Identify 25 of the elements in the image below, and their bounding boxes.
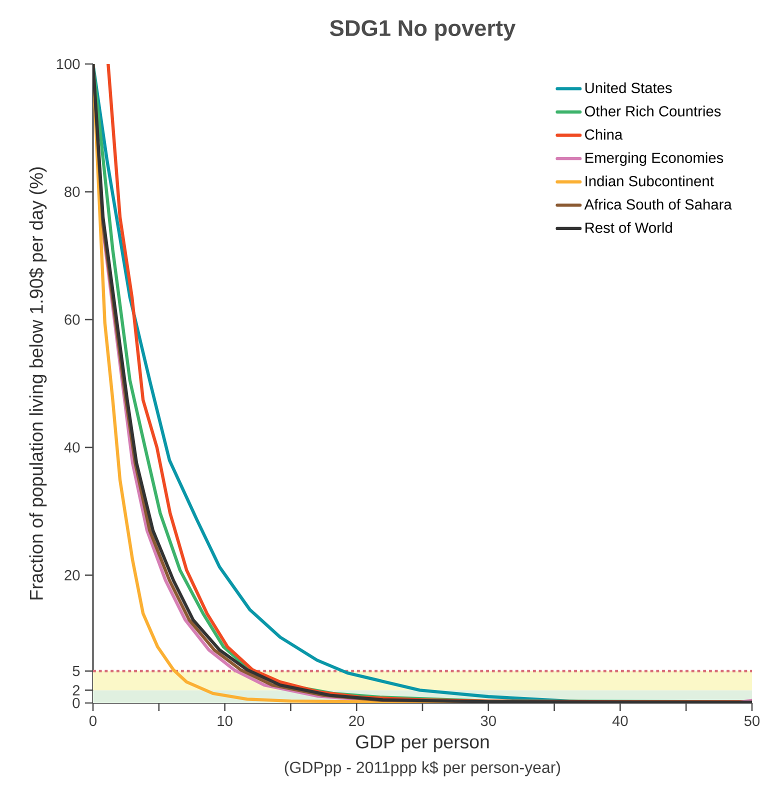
- y-tick-label: 100: [56, 58, 80, 70]
- y-tick-label: 2: [72, 685, 80, 696]
- x-tick-label: 50: [744, 716, 760, 726]
- y-axis-title: Fraction of population living below 1.90$ per day (%): [28, 167, 47, 600]
- y-tick-label: 0: [72, 698, 80, 708]
- x-tick-label: 30: [480, 716, 496, 726]
- y-tick-label: 80: [64, 186, 80, 197]
- x-tick-label: 10: [218, 716, 232, 726]
- y-tick-label: 60: [64, 314, 80, 325]
- y-tick-label: 40: [64, 442, 80, 453]
- y-tick-label: 5: [72, 666, 80, 676]
- legend-label: Emerging Economies: [586, 152, 724, 166]
- legend-label: China: [585, 128, 623, 140]
- text: (GDPpp - 2011ppp k$ per person-year): [284, 761, 560, 776]
- legend-label: United States: [585, 82, 672, 94]
- legend-label: Africa South of Sahara: [584, 198, 732, 210]
- legend-label: Other Rich Countries: [584, 106, 721, 116]
- chart-title: SDG1 No poverty: [330, 20, 516, 41]
- x-tick-label: 20: [349, 716, 364, 726]
- x-tick-label: 40: [612, 716, 628, 726]
- x-axis-title: GDP per person: [356, 735, 489, 752]
- legend-label: Rest of World: [586, 222, 672, 233]
- x-tick-label: 0: [89, 716, 96, 726]
- y-tick-label: 20: [64, 570, 80, 580]
- legend-label: Indian Subcontinent: [586, 176, 714, 186]
